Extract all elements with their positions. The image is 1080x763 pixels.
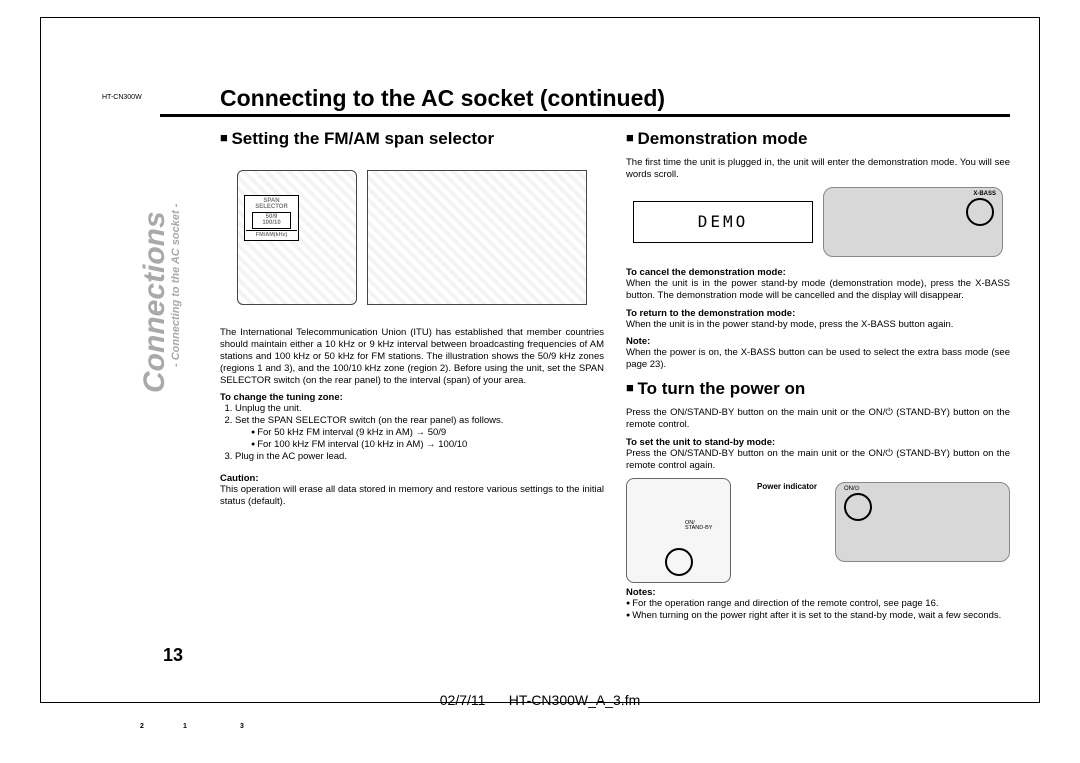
side-label: Connections - Connecting to the AC socke…	[138, 211, 172, 393]
on-standby-label: ON/ STAND-BY	[685, 521, 712, 532]
subwoofer-rear-figure: SPAN SELECTOR 50/9 100/10 FM/AM(kHz)	[237, 170, 357, 305]
caution-text: This operation will erase all data store…	[220, 484, 604, 508]
caution-h: Caution:	[220, 473, 604, 484]
page-content: Connections - Connecting to the AC socke…	[55, 30, 1025, 738]
panel-figure-on: ON/⏻	[835, 482, 1010, 562]
change-zone-steps: Unplug the unit. Set the SPAN SELECTOR s…	[235, 403, 604, 462]
lcd-display: DEMO	[633, 201, 813, 243]
on-icon-label: ON/⏻	[844, 486, 859, 493]
demo-cancel-t: When the unit is in the power stand-by m…	[626, 278, 1010, 302]
on-callout-circle	[844, 493, 872, 521]
footer-date: 02/7/11	[440, 692, 486, 708]
section-power: To turn the power on	[626, 379, 1010, 399]
power-standby-t: Press the ON/STAND-BY button on the main…	[626, 448, 1010, 472]
demo-return-t: When the unit is in the power stand-by m…	[626, 319, 1010, 331]
span-selector-detail: SPAN SELECTOR 50/9 100/10 FM/AM(kHz)	[244, 195, 299, 241]
footer: 02/7/11 HT-CN300W_A_3.fm	[55, 692, 1025, 708]
subwoofer-top-figure: ON/ STAND-BY	[626, 478, 731, 583]
side-label-sub: - Connecting to the AC socket -	[170, 204, 182, 367]
side-label-main: Connections	[138, 211, 172, 393]
demo-note-h: Note:	[626, 336, 1010, 347]
left-column: Setting the FM/AM span selector SPAN SEL…	[220, 129, 604, 621]
demo-return-h: To return to the demonstration mode:	[626, 308, 1010, 319]
power-standby-h: To set the unit to stand-by mode:	[626, 437, 1010, 448]
power-intro: Press the ON/STAND-BY button on the main…	[626, 407, 1010, 431]
section-fm-am: Setting the FM/AM span selector	[220, 129, 604, 149]
power-indicator-label: Power indicator	[757, 482, 817, 491]
xbass-callout-circle	[966, 198, 994, 226]
figure-row-power: ON/ STAND-BY Power indicator ON/⏻	[626, 478, 1010, 583]
world-map-figure: 2 1 3	[367, 170, 587, 305]
demo-cancel-h: To cancel the demonstration mode:	[626, 267, 1010, 278]
title-underline	[160, 114, 1010, 117]
model-id: HT-CN300W	[102, 94, 142, 101]
footer-filename: HT-CN300W_A_3.fm	[509, 692, 640, 708]
change-zone-h: To change the tuning zone:	[220, 392, 604, 403]
demo-intro: The first time the unit is plugged in, t…	[626, 157, 1010, 181]
itu-paragraph: The International Telecommunication Unio…	[220, 327, 604, 386]
demo-note-t: When the power is on, the X-BASS button …	[626, 347, 1010, 371]
xbass-label: X-BASS	[973, 191, 996, 197]
page-number: 13	[163, 645, 183, 666]
notes-list: For the operation range and direction of…	[626, 598, 1010, 622]
section-demo: Demonstration mode	[626, 129, 1010, 149]
right-column: Demonstration mode The first time the un…	[626, 129, 1010, 621]
page-title: Connecting to the AC socket (continued)	[55, 30, 1025, 112]
figure-row-demo: DEMO X-BASS	[626, 187, 1010, 257]
standby-callout-circle	[665, 548, 693, 576]
figure-row-span: SPAN SELECTOR 50/9 100/10 FM/AM(kHz) 2 1…	[220, 157, 604, 317]
notes-h: Notes:	[626, 587, 1010, 598]
panel-figure-xbass: X-BASS	[823, 187, 1003, 257]
